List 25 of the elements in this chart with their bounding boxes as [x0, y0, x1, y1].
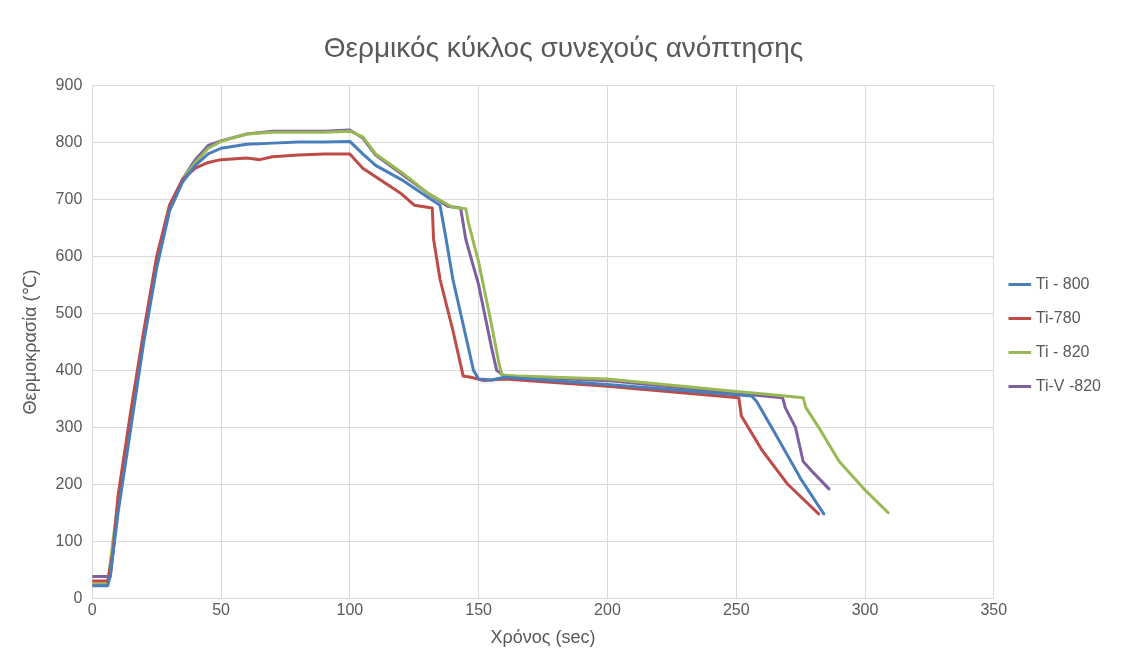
y-tick-label: 100	[55, 531, 83, 549]
x-tick-label: 100	[336, 601, 364, 619]
chart-title: Θερμικός κύκλος συνεχούς ανόπτησης	[323, 31, 804, 63]
y-tick-label: 800	[55, 132, 83, 150]
y-tick-label: 500	[55, 303, 83, 321]
x-tick-label: 350	[980, 601, 1008, 619]
y-tick-label: 0	[73, 588, 83, 606]
y-tick-label: 700	[55, 189, 83, 207]
legend-label: Ti-V -820	[1035, 376, 1102, 394]
y-axis-title: Θερμοκρασία (℃)	[19, 269, 40, 415]
legend-label: Ti - 820	[1035, 342, 1090, 360]
legend-label: Ti - 800	[1035, 274, 1090, 292]
x-tick-label: 150	[465, 601, 493, 619]
y-tick-label: 900	[55, 76, 83, 94]
legend-label: Ti-780	[1035, 308, 1081, 326]
y-tick-label: 300	[55, 417, 83, 435]
x-tick-label: 200	[594, 601, 621, 619]
x-tick-label: 250	[722, 601, 750, 619]
y-tick-label: 600	[55, 246, 83, 264]
y-tick-label: 200	[55, 474, 83, 492]
x-tick-label: 0	[87, 601, 97, 619]
x-tick-label: 50	[212, 601, 231, 619]
x-tick-label: 300	[851, 601, 879, 619]
x-axis-title: Χρόνος (sec)	[490, 627, 596, 648]
y-tick-label: 400	[55, 360, 83, 378]
